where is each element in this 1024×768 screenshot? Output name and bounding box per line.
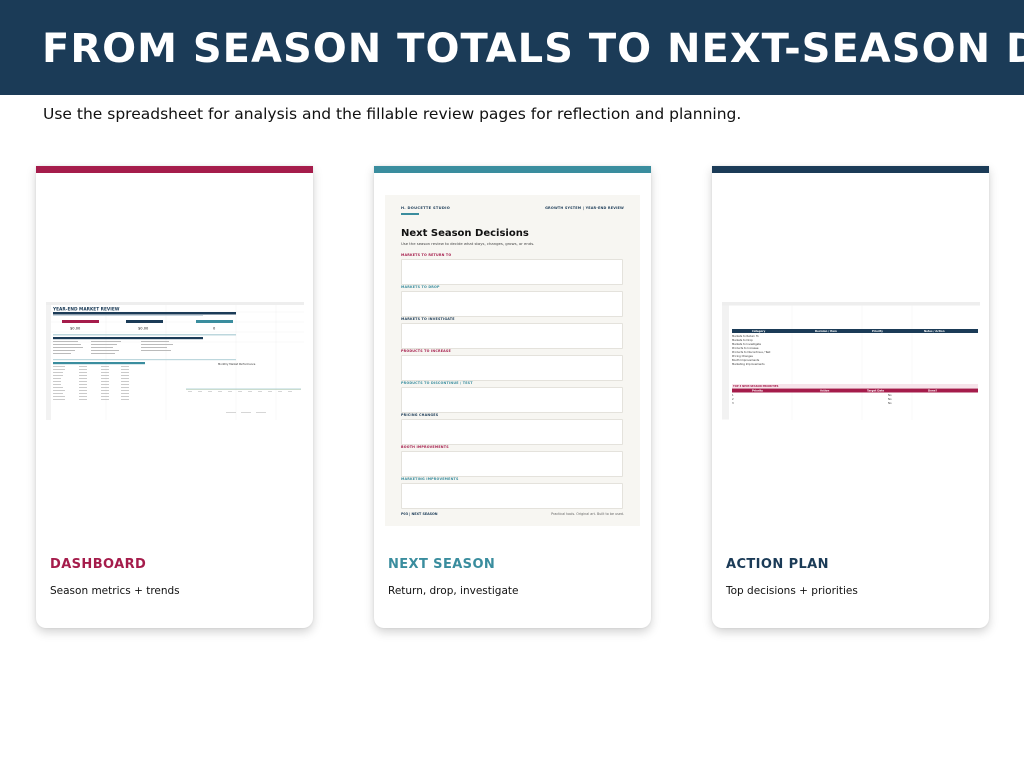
preview-section: PRODUCTS TO DISCONTINUE / TEST: [401, 381, 623, 413]
page-title: FROM SEASON TOTALS TO NEXT-SEASON DECISI…: [42, 26, 1024, 72]
col-header: Priority: [872, 329, 883, 333]
col-header: Category: [752, 329, 766, 333]
dashboard-preview-image: YEAR-END MARKET REVIEW $0.00 $0.00 0: [46, 302, 304, 420]
category-row: Products to Discontinue / Test: [732, 350, 770, 354]
preview-studio-name: H. DOUCETTE STUDIO: [401, 206, 451, 210]
card-description: Return, drop, investigate: [388, 585, 519, 597]
category-row: Pricing Changes: [732, 354, 753, 358]
action-plan-card[interactable]: Category Decision / Item Priority Notes …: [712, 166, 989, 628]
page-subtitle: Use the spreadsheet for analysis and the…: [43, 105, 742, 123]
next-season-card[interactable]: H. DOUCETTE STUDIO GROWTH SYSTEM | YEAR-…: [374, 166, 651, 628]
col-header: Action: [820, 389, 829, 393]
category-row: Markets to Investigate: [732, 342, 761, 346]
priorities-heading: TOP 3 NEXT-SEASON PRIORITIES: [733, 384, 779, 388]
kpi-value-2: $0.00: [138, 327, 149, 331]
preview-footer-left: P03 | NEXT SEASON: [401, 512, 438, 516]
category-row: Booth Improvements: [732, 358, 760, 362]
dashboard-card[interactable]: YEAR-END MARKET REVIEW $0.00 $0.00 0: [36, 166, 313, 628]
preview-section: BOOTH IMPROVEMENTS: [401, 445, 623, 477]
preview-section: PRICING CHANGES: [401, 413, 623, 445]
preview-section: MARKETING IMPROVEMENTS: [401, 477, 623, 509]
card-description: Season metrics + trends: [50, 585, 180, 597]
col-header: Decision / Item: [815, 329, 837, 333]
action-plan-preview-image: Category Decision / Item Priority Notes …: [722, 302, 980, 420]
kpi-value-1: $0.00: [70, 327, 81, 331]
done-value: No: [888, 397, 892, 401]
preview-section: MARKETS TO RETURN TO: [401, 253, 623, 285]
card-description: Top decisions + priorities: [726, 585, 858, 597]
preview-page-title: Next Season Decisions: [401, 228, 529, 239]
done-value: No: [888, 393, 892, 397]
page-header: FROM SEASON TOTALS TO NEXT-SEASON DECISI…: [0, 0, 1024, 95]
col-header: Target Date: [867, 389, 884, 393]
preview-section: MARKETS TO DROP: [401, 285, 623, 317]
done-value: No: [888, 401, 892, 405]
card-accent-bar: [374, 166, 651, 173]
preview-accent-line: [401, 213, 419, 215]
svg-text:3: 3: [732, 401, 734, 405]
sheet-title: YEAR-END MARKET REVIEW: [52, 307, 120, 313]
mini-chart-title: Monthly Market Performance: [218, 362, 256, 366]
col-header: Notes / Action: [924, 329, 945, 333]
card-title: DASHBOARD: [50, 557, 147, 572]
kpi-value-3: 0: [213, 327, 216, 331]
svg-text:1: 1: [732, 393, 734, 397]
category-row: Products to Increase: [732, 346, 759, 350]
preview-section: MARKETS TO INVESTIGATE: [401, 317, 623, 349]
card-title: ACTION PLAN: [726, 557, 829, 572]
preview-page-subtitle: Use the season review to decide what sta…: [401, 241, 535, 246]
card-accent-bar: [712, 166, 989, 173]
category-row: Markets to Return To: [732, 334, 759, 338]
svg-text:2: 2: [732, 397, 734, 401]
col-header: Priority: [752, 389, 763, 393]
card-title: NEXT SEASON: [388, 557, 496, 572]
preview-system-label: GROWTH SYSTEM | YEAR-END REVIEW: [545, 206, 624, 210]
category-row: Marketing Improvements: [732, 362, 765, 366]
preview-footer-right: Practical tools. Original art. Built to …: [551, 512, 624, 516]
next-season-preview-image: H. DOUCETTE STUDIO GROWTH SYSTEM | YEAR-…: [385, 195, 640, 526]
col-header: Done?: [928, 389, 938, 393]
card-accent-bar: [36, 166, 313, 173]
category-row: Markets to Drop: [732, 338, 753, 342]
preview-section: PRODUCTS TO INCREASE: [401, 349, 623, 381]
